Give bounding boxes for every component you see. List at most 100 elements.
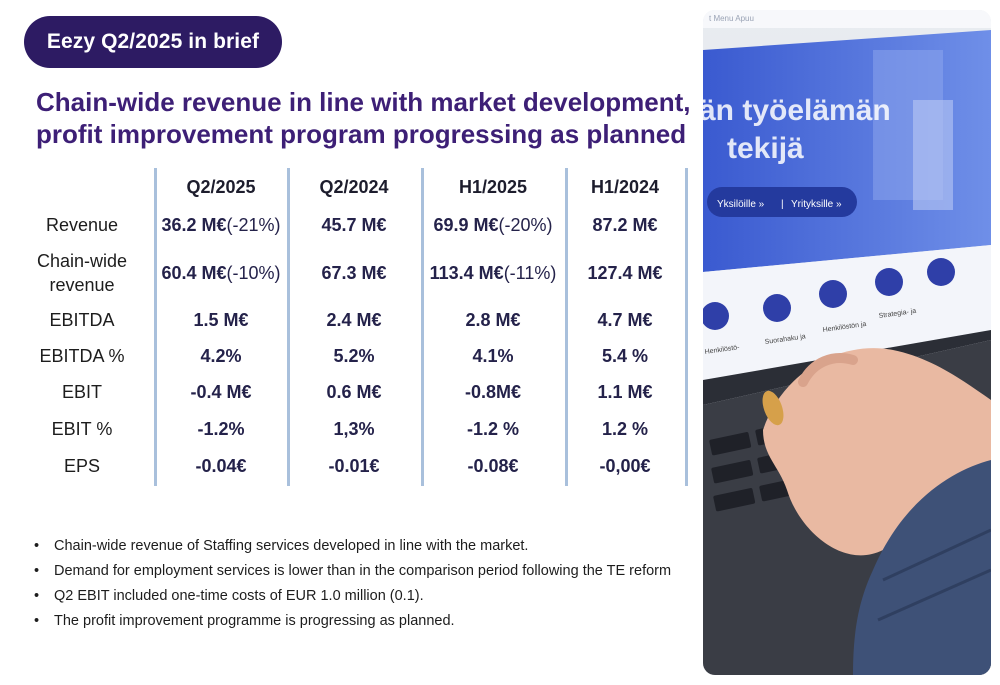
column-divider (685, 168, 688, 486)
cell-value: -0.01€ (328, 455, 380, 476)
table-cell: 4.7 M€ (558, 303, 692, 337)
table-cell: -0.01€ (287, 449, 421, 483)
laptop-photo-illustration: t Menu Apuu än työelämän tekijä Yksilöil… (703, 10, 991, 675)
table-cell: 67.3 M€ (287, 245, 421, 301)
cell-value: 113.4 M€ (429, 262, 504, 283)
screen-pill-right: Yrityksille » (791, 199, 842, 210)
cell-value: -1.2 % (466, 418, 520, 439)
bullet-marker: • (34, 588, 40, 604)
cell-value: 36.2 M€ (161, 214, 227, 235)
column-divider (154, 168, 157, 486)
row-label: Chain-wide revenue (12, 245, 152, 301)
bullet-text: Q2 EBIT included one-time costs of EUR 1… (54, 588, 424, 604)
cell-value: -0.04€ (195, 455, 247, 476)
cell-value: 87.2 M€ (592, 214, 658, 235)
table-cell: 113.4 M€ (-11%) (426, 245, 560, 301)
table-cell: 1.2 % (558, 412, 692, 446)
table-cell: -0.08€ (426, 449, 560, 483)
cell-value: -0.4 M€ (190, 381, 252, 402)
table-cell: -1.2% (154, 412, 288, 446)
kpi-table: Q2/2025 Q2/2024 H1/2025 H1/2024 Revenue 36.2 … (12, 168, 692, 486)
table-cell: 4.1% (426, 339, 560, 373)
table-cell: -0.4 M€ (154, 375, 288, 409)
cell-value: 127.4 M€ (587, 262, 663, 283)
column-header: H1/2025 (458, 176, 528, 197)
cell-value: 1,3% (333, 418, 375, 439)
table-cell: 1.5 M€ (154, 303, 288, 337)
bullet-item: • The profit improvement programme is pro… (34, 609, 694, 634)
table-cell: 87.2 M€ (558, 208, 692, 242)
row-label-line: EBITDA % (39, 346, 125, 366)
table-cell: -0,00€ (558, 449, 692, 483)
screen-heading-line-1: än työelämän (703, 94, 891, 127)
bullet-marker: • (34, 563, 40, 579)
laptop-photo: t Menu Apuu än työelämän tekijä Yksilöil… (703, 10, 991, 675)
cell-value: 1.1 M€ (597, 381, 653, 402)
title-badge-label: Eezy Q2/2025 in brief (46, 30, 260, 53)
cell-value: 69.9 M€ (433, 214, 499, 235)
row-label: EBITDA % (12, 339, 152, 373)
svg-text:|: | (781, 199, 784, 210)
row-label: EPS (12, 449, 152, 483)
cell-value: 4.2% (200, 345, 242, 366)
table-cell: -0.04€ (154, 449, 288, 483)
table-cell: 45.7 M€ (287, 208, 421, 242)
screen-pill-left: Yksilöille » (717, 199, 765, 210)
row-label: EBITDA (12, 303, 152, 337)
table-cell: 1.1 M€ (558, 375, 692, 409)
table-cell: 69.9 M€ (-20%) (426, 208, 560, 242)
table-cell: 36.2 M€ (-21%) (154, 208, 288, 242)
row-label-line: EPS (63, 456, 101, 476)
headline-line-1: Chain-wide revenue in line with market d… (36, 87, 691, 117)
cell-value: 45.7 M€ (321, 214, 387, 235)
bullet-item: • Demand for employment services is lower… (34, 559, 694, 584)
column-header: Q2/2025 (186, 176, 256, 197)
svg-text:t Menu Apuu: t Menu Apuu (709, 14, 754, 23)
row-label-line: Revenue (45, 215, 119, 235)
cell-value: -0.08€ (467, 455, 519, 476)
cell-value: -0.8M€ (464, 381, 522, 402)
cell-value: 4.7 M€ (597, 309, 653, 330)
title-badge: Eezy Q2/2025 in brief (24, 16, 282, 68)
row-label-line: Chain-wide (36, 251, 128, 271)
bullet-list: • Chain-wide revenue of Staffing services… (34, 534, 694, 634)
cell-value: -1.2% (197, 418, 245, 439)
bullet-item: • Q2 EBIT included one-time costs of EUR … (34, 584, 694, 609)
column-divider (287, 168, 290, 486)
row-label: EBIT (12, 375, 152, 409)
table-cell: 5.4 % (558, 339, 692, 373)
table-cell: 5.2% (287, 339, 421, 373)
bullet-marker: • (34, 613, 40, 629)
row-label-line: EBITDA (49, 310, 115, 330)
cell-value: 1.5 M€ (193, 309, 249, 330)
cell-value: 67.3 M€ (321, 262, 387, 283)
headline: Chain-wide revenue in line with market d… (36, 86, 696, 150)
cell-value: 2.4 M€ (326, 309, 382, 330)
table-cell: 2.4 M€ (287, 303, 421, 337)
cell-value: 2.8 M€ (465, 309, 521, 330)
row-label: EBIT % (12, 412, 152, 446)
bullet-text: The profit improvement programme is prog… (54, 613, 455, 629)
table-cell: 2.8 M€ (426, 303, 560, 337)
screen-heading-line-2: tekijä (727, 132, 804, 165)
cell-value: 1.2 % (601, 418, 649, 439)
cell-value: 5.2% (333, 345, 375, 366)
row-label: Revenue (12, 208, 152, 242)
bullet-text: Chain-wide revenue of Staffing services … (54, 538, 529, 554)
row-label-line: revenue (49, 275, 115, 295)
row-label-line: EBIT % (51, 419, 113, 439)
bullet-text: Demand for employment services is lower … (54, 563, 672, 579)
cell-value: 5.4 % (601, 345, 649, 366)
cell-value: 0.6 M€ (326, 381, 382, 402)
table-cell: 0.6 M€ (287, 375, 421, 409)
column-divider (421, 168, 424, 486)
bullet-marker: • (34, 538, 40, 554)
column-divider (565, 168, 568, 486)
cell-value: -0,00€ (599, 455, 651, 476)
column-header: H1/2024 (590, 176, 660, 197)
cell-change: (-21%) (226, 214, 281, 235)
table-cell: -0.8M€ (426, 375, 560, 409)
cell-change: (-20%) (498, 214, 553, 235)
cell-change: (-11%) (503, 262, 557, 283)
headline-line-2: profit improvement program progressing a… (36, 119, 687, 149)
